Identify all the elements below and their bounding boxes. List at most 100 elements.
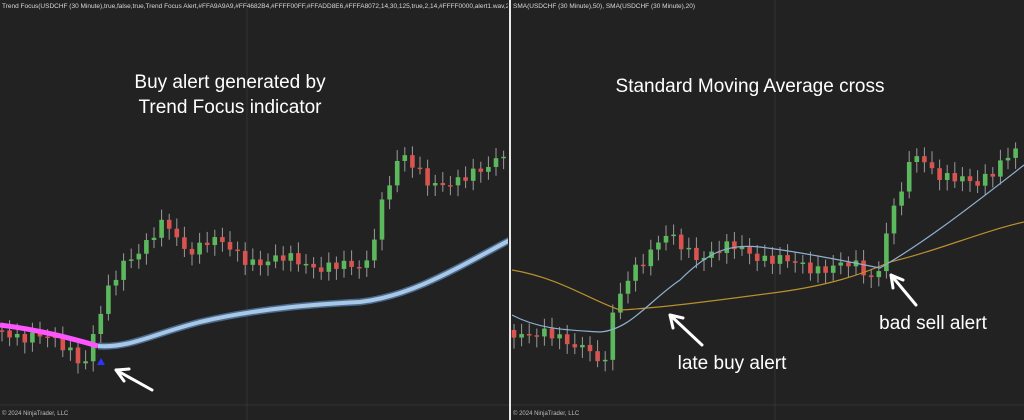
candle-body	[334, 262, 339, 269]
candle-body	[220, 237, 225, 243]
candle-body	[914, 156, 920, 163]
candle-body	[151, 237, 157, 241]
candle-body	[572, 344, 578, 348]
candle-body	[113, 279, 119, 286]
candle-body	[998, 160, 1003, 177]
candle-body	[906, 162, 912, 192]
candle-body	[425, 168, 430, 186]
candle-body	[762, 255, 768, 261]
candle-body	[602, 359, 608, 362]
candle-body	[678, 234, 684, 250]
candle-body	[318, 267, 324, 272]
candle-body	[75, 347, 81, 364]
candle-body	[549, 328, 555, 339]
candle-body	[189, 248, 195, 255]
candle-body	[311, 263, 316, 268]
annotation: bad sell alert	[879, 313, 987, 334]
candle-body	[242, 250, 248, 265]
annotation: late buy alert	[678, 353, 788, 374]
candle-body	[83, 361, 88, 364]
candle-body	[0, 330, 5, 332]
arrows	[114, 273, 918, 392]
arrow	[668, 313, 704, 347]
candle-body	[448, 185, 453, 187]
candle-body	[501, 156, 506, 159]
candle-body	[884, 233, 889, 272]
ribbon-down	[0, 322, 99, 349]
candle-body	[22, 333, 28, 343]
candle-body	[121, 260, 126, 280]
candle-body	[564, 334, 570, 345]
candle-body	[273, 255, 278, 262]
candle-body	[686, 247, 692, 250]
candle-body	[364, 260, 370, 268]
candle-body	[90, 334, 96, 362]
candle-body	[417, 167, 423, 170]
candle-body	[739, 246, 745, 250]
candle-body	[402, 155, 408, 161]
candle-body	[265, 261, 271, 266]
candle-body	[663, 235, 669, 243]
candle-body	[580, 344, 585, 348]
candle-body	[944, 173, 950, 181]
candle-body	[98, 313, 104, 335]
candle-body	[486, 166, 491, 172]
indicator-header: Trend Focus(USDCHF (30 Minute),true,fals…	[2, 3, 530, 10]
candle-body	[394, 160, 400, 186]
candle-body	[30, 332, 35, 343]
candle-body	[792, 261, 798, 263]
candle-body	[463, 177, 468, 181]
candle-body	[182, 237, 187, 249]
candle-body	[716, 251, 722, 254]
annotation: Buy alert generated by	[134, 72, 326, 93]
candle-body	[212, 237, 218, 246]
annotation: Trend Focus indicator	[138, 97, 322, 118]
ribbon-up	[97, 238, 508, 349]
candle-body	[640, 264, 646, 267]
candle-body	[455, 177, 461, 186]
candle-body	[694, 247, 699, 261]
candle-body	[493, 158, 499, 167]
candle-body	[808, 262, 813, 274]
candle-body	[1005, 157, 1011, 161]
candle-body	[656, 242, 661, 250]
candle-body	[341, 260, 347, 269]
candle-body	[478, 168, 484, 172]
candle-body	[387, 185, 392, 200]
candle-body	[128, 259, 134, 261]
candle-body	[258, 259, 263, 266]
arrow	[114, 367, 154, 392]
candle-body	[937, 168, 942, 181]
candle-body	[557, 334, 562, 339]
candle-body	[159, 219, 164, 238]
candle-body	[288, 253, 294, 261]
candle-body	[526, 334, 532, 336]
candle-body	[235, 249, 240, 252]
candle-body	[440, 183, 446, 186]
arrow	[889, 273, 918, 307]
candle-body	[929, 162, 935, 169]
candle-body	[136, 253, 142, 260]
trend-focus-ribbon	[0, 237, 508, 365]
candle-body	[633, 264, 638, 281]
candle-body	[470, 168, 476, 181]
candle-body	[815, 266, 821, 274]
candle-body	[349, 260, 354, 267]
candle-body	[356, 266, 362, 269]
candle-body	[542, 328, 547, 337]
candle-body	[7, 330, 12, 338]
candle-body	[830, 265, 836, 273]
candle-body	[410, 155, 415, 168]
candle-body	[587, 344, 593, 352]
candle-body	[960, 176, 965, 182]
buy-marker	[97, 358, 105, 365]
indicator-header: SMA(USDCHF (30 Minute),50), SMA(USDCHF (…	[513, 3, 695, 10]
candle-body	[770, 255, 775, 264]
sma-20	[512, 164, 1024, 333]
candle-body	[534, 335, 540, 337]
candle-body	[868, 275, 874, 278]
candle-body	[166, 219, 172, 229]
candle-body	[648, 249, 654, 267]
